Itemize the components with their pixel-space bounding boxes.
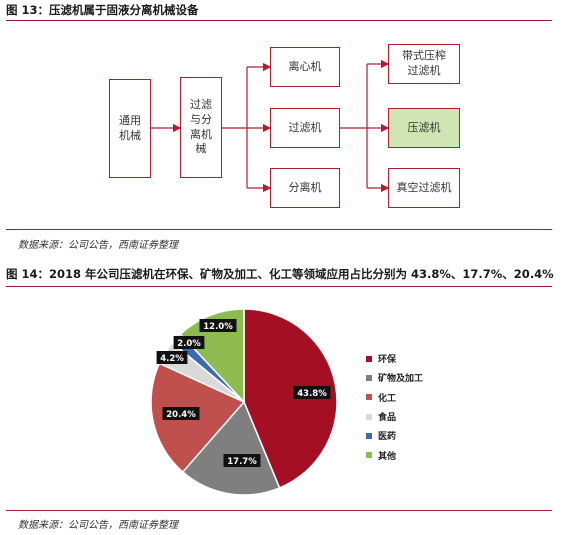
legend-item-0: 环保 — [366, 349, 423, 368]
legend-item-5: 其他 — [366, 445, 423, 464]
figure13-bottom-rule — [6, 229, 552, 230]
pie-label-bg-3 — [156, 351, 188, 364]
pie-data-label-5: 12.0% — [203, 322, 233, 332]
pie-data-label-0: 43.8% — [297, 389, 327, 399]
box-separator-label: 分离机 — [288, 180, 322, 194]
legend-label-0: 环保 — [378, 355, 397, 366]
legend-label-5: 其他 — [378, 451, 397, 462]
box-filter-press-label: 压滤机 — [407, 120, 441, 134]
pie-legend: 环保矿物及加工化工食品医药其他 — [366, 349, 423, 465]
pie-data-label-4: 2.0% — [177, 339, 201, 349]
figure13-source: 数据来源：公司公告，西南证券整理 — [18, 240, 178, 251]
box-vacuum-filter: 真空过滤机 — [388, 168, 460, 208]
legend-swatch-0 — [366, 355, 372, 362]
box-belt-press-filter-label: 带式压榨过滤机 — [402, 49, 446, 77]
pie-label-bg-2 — [162, 407, 200, 420]
legend-label-2: 化工 — [378, 393, 397, 404]
pie-data-label-3: 4.2% — [160, 354, 184, 364]
legend-item-2: 化工 — [366, 388, 423, 407]
box-filter-separation-label: 过滤与分离机械 — [190, 97, 212, 156]
box-filter: 过滤机 — [270, 108, 340, 148]
figure13-top-rule — [6, 20, 552, 21]
figure13-title: 图 13：压滤机属于固液分离机械设备 — [6, 3, 199, 17]
legend-swatch-5 — [366, 452, 372, 459]
box-centrifuge-label: 离心机 — [288, 59, 322, 73]
box-filter-separation-machinery: 过滤与分离机械 — [180, 77, 222, 178]
legend-item-3: 食品 — [366, 407, 423, 426]
pie-label-bg-5 — [199, 319, 237, 332]
legend-label-3: 食品 — [378, 413, 397, 424]
pie-data-label-2: 20.4% — [166, 410, 196, 420]
pie-slice-5 — [179, 308, 245, 404]
box-filter-label: 过滤机 — [288, 120, 322, 134]
box-filter-press: 压滤机 — [388, 108, 460, 148]
figure14-source: 数据来源：公司公告，西南证券整理 — [18, 520, 178, 531]
box-centrifuge: 离心机 — [270, 47, 340, 87]
legend-item-4: 医药 — [366, 426, 423, 445]
box-vacuum-filter-label: 真空过滤机 — [396, 180, 452, 194]
pie-label-bg-4 — [173, 336, 205, 349]
figure14-top-rule — [6, 286, 552, 287]
legend-swatch-4 — [366, 432, 372, 439]
pie-label-bg-1 — [223, 454, 261, 467]
legend-label-4: 医药 — [378, 432, 397, 443]
legend-label-1: 矿物及加工 — [378, 374, 424, 385]
pie-data-label-1: 17.7% — [227, 457, 257, 467]
legend-item-1: 矿物及加工 — [366, 368, 423, 387]
box-general-machinery-label: 通用机械 — [119, 113, 141, 142]
pie-slice-0 — [243, 308, 338, 489]
flowchart-connectors — [151, 59, 390, 193]
legend-swatch-3 — [366, 413, 372, 420]
figure14-bottom-rule — [6, 510, 552, 511]
pie-label-bg-0 — [293, 386, 331, 399]
figure14-title: 图 14：2018 年公司压滤机在环保、矿物及加工、化工等领域应用占比分别为 4… — [6, 267, 554, 281]
box-general-machinery: 通用机械 — [109, 79, 151, 178]
box-belt-press-filter: 带式压榨过滤机 — [388, 44, 460, 84]
legend-swatch-1 — [366, 374, 372, 381]
pie-slice-1 — [181, 400, 281, 496]
box-separator: 分离机 — [270, 168, 340, 208]
legend-swatch-2 — [366, 394, 372, 401]
